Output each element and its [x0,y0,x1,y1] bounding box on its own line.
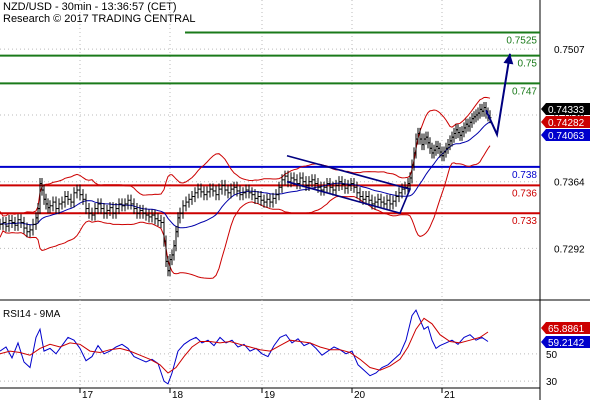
copyright-text: Research © 2017 TRADING CENTRAL [3,13,196,25]
forecast-arrow-line [485,53,511,138]
price-tick-label: 0.7292 [554,244,585,255]
level-label: 0.747 [512,86,537,97]
rsi-value-label: 65.8861 [548,324,585,335]
day-label: 21 [444,390,456,400]
rsi-value-tag [541,336,590,348]
rsi-value-tag [541,322,590,334]
last-value-tag [541,116,590,128]
last-value-tag [541,129,590,141]
day-label: 20 [354,390,366,400]
bollinger-lower-line [0,145,491,279]
last-value-tag [541,103,590,115]
level-label: 0.738 [512,170,537,181]
price-tick-label: 0.7364 [554,178,585,189]
day-label: 17 [82,390,94,400]
wedge-pattern [286,154,412,215]
day-label: 18 [172,390,184,400]
forecast-arrow-head [503,53,514,65]
bollinger-upper-line [0,96,491,217]
level-label: 0.736 [512,188,537,199]
level-label: 0.7525 [506,35,537,46]
price-bars [0,101,492,277]
rsi-tick-label: 50 [546,350,558,361]
rsi-tick-label: 30 [546,377,558,388]
last-value-label: 0.74333 [548,105,585,116]
level-label: 0.75 [518,59,538,70]
rsi-value-label: 59.2142 [548,338,585,349]
rsi-ma-line [0,317,489,374]
level-label: 0.733 [512,216,537,227]
chart-title: NZD/USD - 30min - 13:36:57 (CET) [3,1,177,13]
last-value-label: 0.74282 [548,118,585,129]
last-value-label: 0.74063 [548,131,585,142]
day-label: 19 [264,390,276,400]
rsi-line [0,309,489,385]
rsi-panel-title: RSI14 - 9MA [3,309,61,320]
price-tick-label: 0.7507 [554,45,585,56]
